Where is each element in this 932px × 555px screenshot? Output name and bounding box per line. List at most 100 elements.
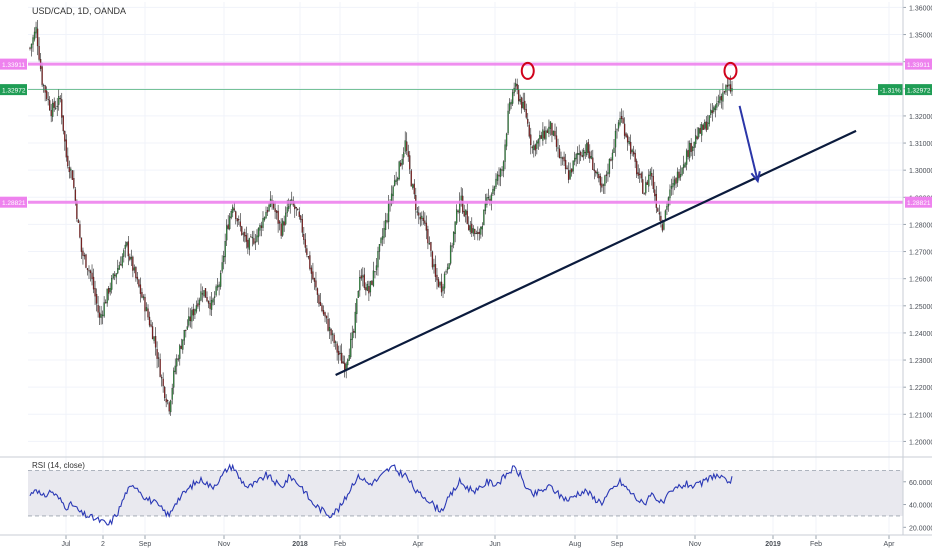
candle-body [316, 288, 319, 295]
candle-body [218, 284, 220, 287]
candle-body [50, 110, 52, 117]
candle [543, 126, 546, 140]
candle [442, 283, 444, 299]
candle [285, 206, 287, 226]
candle [610, 157, 612, 162]
candle-body [41, 66, 43, 85]
candle-body [262, 218, 264, 228]
candle [574, 151, 576, 166]
candle-body [511, 92, 514, 104]
candle [92, 268, 95, 294]
time-tick-label: Aug [569, 541, 582, 548]
level-label-right: 1.33911 [907, 62, 930, 69]
candle-body [33, 31, 36, 40]
candle-body [278, 221, 281, 224]
candle [720, 93, 723, 109]
candle [451, 242, 453, 253]
candle [657, 207, 659, 212]
candle [511, 89, 514, 106]
candle [363, 267, 366, 290]
candle-body [711, 110, 713, 113]
candle [534, 143, 536, 157]
candle [716, 96, 718, 111]
time-tick-label: Sep [611, 541, 624, 548]
candle-body [32, 37, 34, 45]
candle-body [124, 244, 126, 249]
candle-body [230, 211, 232, 218]
candle [356, 298, 358, 323]
candle [542, 122, 544, 146]
candle-body [56, 105, 58, 108]
candle [521, 96, 523, 114]
candle [47, 91, 49, 106]
candle-body [227, 224, 229, 229]
candle [487, 188, 490, 201]
candle-body [474, 229, 476, 234]
price-tick-label: 1.31000 [909, 141, 932, 148]
candle-body [457, 210, 459, 212]
candle [260, 221, 263, 237]
candle-body [165, 398, 167, 403]
candle [138, 278, 140, 288]
candle-body [430, 242, 432, 251]
candle [631, 148, 633, 157]
candle-body [658, 212, 661, 215]
candle-body [177, 358, 179, 360]
candle-body [531, 146, 533, 149]
candle-body [478, 231, 480, 234]
candle-body [213, 296, 216, 298]
candle [120, 256, 122, 266]
candle-body [321, 305, 323, 312]
candle-body [505, 133, 508, 147]
candle [58, 89, 60, 111]
candle [567, 162, 570, 184]
candle [403, 147, 405, 165]
candle-body [516, 84, 518, 90]
candle [406, 132, 408, 156]
candle-body [378, 244, 381, 252]
candle-body [475, 232, 477, 235]
candle [633, 145, 635, 157]
candle [259, 223, 261, 237]
candle [165, 394, 167, 408]
candle [197, 297, 199, 309]
candle-body [619, 118, 621, 125]
candle [626, 133, 629, 151]
candle-body [145, 307, 148, 311]
candle-body [599, 176, 602, 186]
candle [112, 273, 114, 280]
candle-body [68, 167, 70, 173]
candle [374, 271, 376, 279]
candle-body [549, 121, 552, 129]
candle-body [383, 228, 385, 238]
candle [315, 271, 317, 291]
candle [679, 165, 682, 181]
candle [254, 234, 257, 251]
candle-body [726, 85, 729, 87]
candle-body [675, 177, 677, 184]
candle [690, 138, 692, 157]
candle [580, 150, 582, 162]
candle-body [427, 229, 429, 244]
candle [424, 212, 426, 226]
candle-body [484, 202, 487, 211]
candle [263, 216, 266, 222]
level-label-left-bg [0, 196, 27, 208]
candle [251, 230, 254, 247]
candle-body [159, 359, 161, 377]
candle [704, 119, 706, 130]
candle-body [76, 201, 78, 220]
candle-body [369, 281, 372, 293]
candle [493, 185, 496, 196]
candle-body [241, 226, 243, 235]
candle-body [247, 239, 249, 248]
candle [109, 282, 111, 296]
candle [475, 230, 477, 235]
candle-body [617, 122, 620, 129]
candle-body [480, 227, 482, 235]
candle-body [626, 135, 629, 143]
candle-body [699, 127, 701, 134]
candle [156, 341, 158, 369]
